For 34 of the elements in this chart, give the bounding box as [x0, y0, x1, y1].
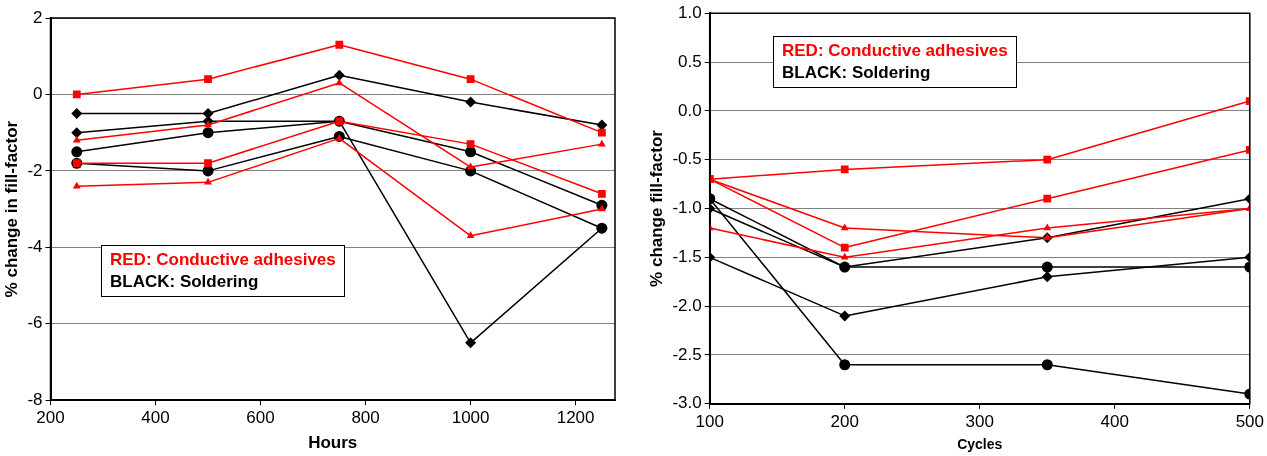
- x-tick-label: 600: [246, 408, 275, 428]
- x-tick-label: 300: [965, 411, 994, 431]
- x-tick-label: 100: [695, 411, 724, 431]
- y-tick-label: -2: [27, 160, 43, 180]
- x-axis-title: Cycles: [957, 436, 1003, 453]
- y-tick-label: 0: [33, 84, 43, 104]
- annotation: BLACK: Soldering: [782, 62, 932, 84]
- y-tick-label: 1.0: [678, 2, 702, 22]
- y-tick-label: -0.5: [672, 149, 702, 169]
- y-axis-title: % change in fill-factor: [1, 120, 21, 298]
- y-tick-label: -6: [27, 313, 43, 333]
- x-tick-label: 200: [36, 408, 65, 428]
- y-tick-label: -8: [27, 389, 43, 409]
- y-axis-title: % change fill-factor: [646, 129, 666, 287]
- x-tick-label: 1000: [451, 408, 490, 428]
- x-tick-label: 500: [1235, 411, 1265, 431]
- y-tick-label: -2.5: [672, 344, 702, 364]
- annotation: RED: Conductive adhesives: [110, 249, 336, 271]
- y-tick-label: -2.0: [672, 295, 702, 315]
- y-tick-label: -4: [27, 237, 43, 257]
- x-tick-label: 800: [351, 408, 380, 428]
- annotation: RED: Conductive adhesives: [782, 40, 1008, 62]
- x-tick-label: 400: [1100, 411, 1129, 431]
- x-tick-label: 400: [141, 408, 170, 428]
- y-tick-label: 0.0: [678, 100, 702, 120]
- x-tick-label: 1200: [556, 408, 595, 428]
- x-tick-label: 200: [830, 411, 859, 431]
- y-tick-label: 2: [33, 7, 43, 27]
- x-axis-title: Hours: [308, 433, 358, 453]
- annotation: BLACK: Soldering: [110, 271, 260, 293]
- y-tick-label: -1.5: [672, 247, 702, 267]
- y-tick-label: 0.5: [678, 51, 702, 71]
- y-tick-label: -1.0: [672, 198, 702, 218]
- y-tick-label: -3.0: [672, 393, 702, 413]
